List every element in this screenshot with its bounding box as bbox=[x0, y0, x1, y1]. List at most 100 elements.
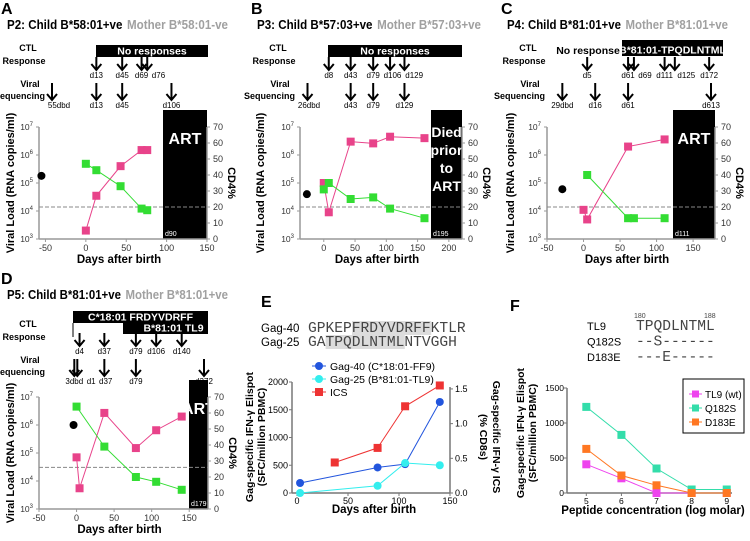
ctl-sample-arrow bbox=[90, 57, 103, 72]
y-tick-label-right: 0.5 bbox=[455, 453, 468, 463]
legend-label: TL9 (wt) bbox=[705, 390, 742, 401]
ctl-sample-label: d76 bbox=[152, 71, 166, 80]
sequencing-sample-arrow bbox=[622, 83, 634, 102]
treatment-box-label: Died bbox=[431, 124, 461, 140]
x-tick-label: 150 bbox=[199, 243, 214, 253]
sequencing-sample-label: d37 bbox=[99, 377, 113, 386]
tick-exponent: 6 bbox=[291, 150, 295, 156]
panel-title: P5: Child B*81:01+ve Mother B*81:01+ve bbox=[7, 288, 228, 302]
x-axis-label: Days after birth bbox=[585, 254, 669, 266]
y-tick-label-left: 105 bbox=[20, 448, 33, 458]
x-tick-label: 50 bbox=[350, 243, 360, 253]
cd4-point bbox=[116, 182, 125, 191]
ctl-bar-label: C*18:01 FRDYVDRFF bbox=[88, 312, 194, 324]
arrow-head bbox=[556, 93, 569, 102]
sequencing-sample-label: d613 bbox=[702, 101, 720, 110]
series-point bbox=[373, 443, 382, 452]
y-tick-label-left: 107 bbox=[281, 122, 294, 132]
seq-label: Viral bbox=[20, 355, 39, 365]
y-axis-label-left: Viral Load (RNA copies/ml) bbox=[5, 112, 17, 253]
x-tick-label: 100 bbox=[391, 496, 406, 506]
series-point bbox=[582, 402, 591, 411]
x-axis-label: Days after birth bbox=[77, 254, 161, 266]
x-tick-label: 9 bbox=[724, 496, 729, 506]
viral-load-point bbox=[177, 412, 186, 421]
arrow-head bbox=[301, 93, 314, 102]
y-tick-label-right: 0.0 bbox=[455, 488, 468, 498]
x-axis-label: Peptide concentration (log molar) bbox=[561, 505, 745, 517]
ctl-sample-arrow bbox=[703, 57, 715, 72]
y-tick-label-left: 104 bbox=[281, 206, 294, 216]
arrow-head bbox=[98, 339, 111, 348]
treatment-start-label: d195 bbox=[433, 231, 449, 238]
arrow-head bbox=[141, 63, 153, 72]
ctl-sample-label: d5 bbox=[583, 71, 592, 80]
y-tick-label: 500 bbox=[550, 453, 564, 463]
y-tick-label-left: 103 bbox=[528, 234, 541, 244]
arrow-head bbox=[46, 93, 58, 102]
treatment-start-label: d179 bbox=[191, 501, 207, 508]
series-point bbox=[722, 489, 731, 497]
ctl-label: CTL bbox=[19, 319, 37, 329]
viral-load-point bbox=[100, 408, 109, 417]
series-point bbox=[373, 481, 382, 490]
sequence-name: Gag-40 bbox=[261, 323, 299, 335]
y-tick-label-right: 20 bbox=[213, 202, 223, 212]
y-tick-label-left: 104 bbox=[20, 476, 33, 486]
sequencing-sample-arrow bbox=[556, 83, 569, 102]
ctl-sample-label: d69 bbox=[638, 71, 652, 80]
viral-load-line bbox=[323, 136, 425, 213]
y-tick-label-left: 104 bbox=[528, 206, 541, 216]
y-axis-label-left: Gag-specific IFN-γ Elispot bbox=[244, 371, 256, 502]
viral-load-point bbox=[583, 215, 592, 224]
arrow-head bbox=[398, 63, 411, 72]
y-tick-label-right: 0 bbox=[721, 234, 726, 244]
y-tick-label-right: 50 bbox=[721, 154, 731, 164]
y-tick-label-right: 70 bbox=[213, 122, 223, 132]
arrow-head bbox=[658, 63, 671, 72]
ctl-sample-label: d125 bbox=[677, 71, 695, 80]
panel-letter: E bbox=[261, 294, 272, 311]
tick-exponent: 7 bbox=[30, 122, 34, 128]
x-tick-label: 0 bbox=[581, 243, 586, 253]
sequencing-sample-label: d129 bbox=[396, 101, 414, 110]
y-tick-label-right: 0 bbox=[213, 234, 218, 244]
y-tick-label-right: 20 bbox=[721, 202, 731, 212]
tick-base: 10 bbox=[20, 234, 30, 244]
y-tick-label-left: 107 bbox=[20, 122, 33, 132]
sequencing-sample-label: d79 bbox=[367, 101, 381, 110]
series-point bbox=[373, 463, 382, 472]
arrow-head bbox=[198, 369, 210, 378]
x-tick-label: 100 bbox=[649, 243, 664, 253]
x-tick-label: 0 bbox=[321, 243, 326, 253]
tick-exponent: 7 bbox=[291, 122, 295, 128]
viral-load-point bbox=[81, 226, 90, 235]
alignment-row-name: D183E bbox=[587, 352, 621, 364]
cd4-point bbox=[81, 159, 90, 168]
sequencing-sample-arrow bbox=[71, 359, 84, 378]
tick-exponent: 4 bbox=[30, 206, 34, 212]
treatment-box bbox=[431, 110, 462, 239]
y-tick-label-left: 106 bbox=[281, 150, 294, 160]
tick-exponent: 5 bbox=[30, 448, 34, 454]
cd4-point bbox=[152, 477, 161, 486]
ctl-sample-arrow bbox=[116, 57, 128, 72]
viral-load-point bbox=[386, 132, 395, 141]
panel-letter: A bbox=[1, 1, 13, 18]
ctl-sample-arrow bbox=[628, 57, 640, 72]
tick-base: 10 bbox=[281, 234, 291, 244]
legend-marker bbox=[315, 388, 323, 396]
tick-exponent: 6 bbox=[30, 420, 34, 426]
y-tick-label-left: 106 bbox=[20, 150, 33, 160]
residue-position: 188 bbox=[704, 313, 716, 320]
alignment-sequence: --S------ bbox=[636, 335, 715, 351]
legend-marker bbox=[692, 404, 699, 412]
x-axis-label: Days after birth bbox=[332, 504, 416, 516]
tick-base: 10 bbox=[20, 504, 30, 514]
ctl-bar-label: No responses bbox=[117, 46, 187, 58]
y-tick-label-left: 103 bbox=[20, 234, 33, 244]
tick-base: 10 bbox=[281, 206, 291, 216]
tick-exponent: 3 bbox=[538, 234, 542, 240]
x-tick-label: 150 bbox=[182, 513, 197, 523]
alignment-row-name: Q182S bbox=[587, 337, 621, 349]
